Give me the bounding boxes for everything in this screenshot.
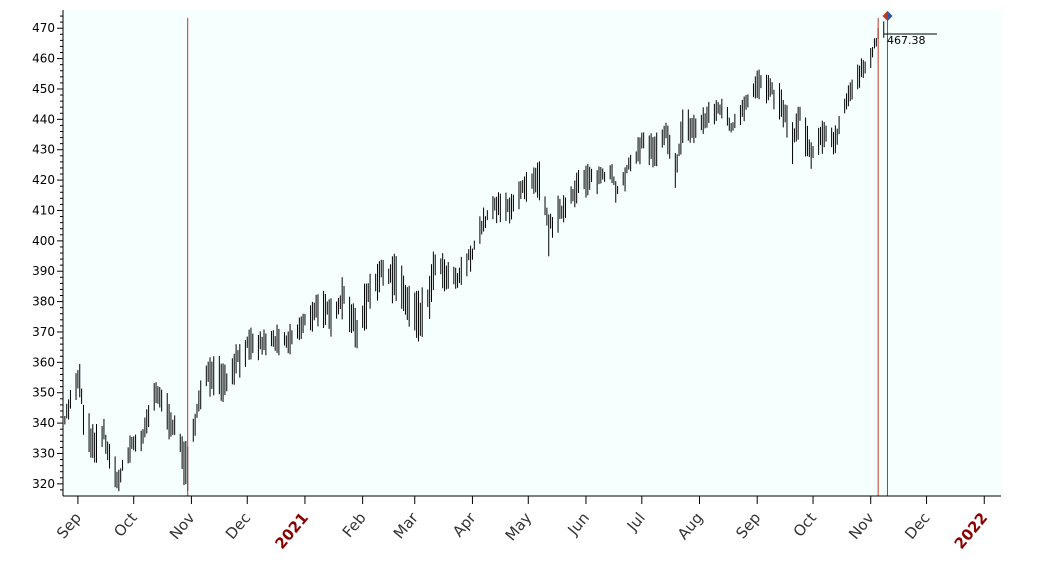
y-tick-label: 320 (32, 477, 55, 491)
y-tick-label: 350 (32, 386, 55, 400)
x-tick-label-month: Jun (564, 509, 593, 539)
y-tick-label: 430 (32, 143, 55, 157)
x-tick-label-year: 2021 (271, 509, 312, 553)
x-tick-label-month: May (502, 509, 536, 544)
y-tick-label: 330 (32, 446, 55, 460)
vertical-markers (187, 18, 888, 496)
y-axis: 320 330 340 350 360 370 380 390 400 410 420 430 440 4… (32, 15, 63, 491)
last-price-indicator: 467.38 (882, 11, 937, 47)
x-axis: Sep Oct Nov Dec 2021 Feb Mar Apr May Jun Jul Aug Sep… (53, 496, 991, 553)
x-tick-label-month: Dec (222, 509, 254, 543)
x-tick-label-year: 2022 (951, 509, 992, 553)
x-tick-label-month: Sep (53, 509, 85, 542)
y-tick-label: 410 (32, 203, 55, 217)
x-tick-label-month: Oct (110, 509, 141, 541)
y-tick-label: 380 (32, 295, 55, 309)
y-tick-label: 470 (32, 21, 55, 35)
y-tick-label: 420 (32, 173, 55, 187)
y-tick-label: 460 (32, 52, 55, 66)
y-tick-label: 400 (32, 234, 55, 248)
x-tick-label-month: Sep (732, 509, 764, 542)
x-tick-label-month: Jul (623, 509, 649, 535)
x-tick-label-month: Dec (901, 509, 933, 543)
x-tick-label-month: Aug (674, 509, 707, 543)
x-tick-label-month: Mar (390, 508, 423, 542)
plot-background (63, 10, 1001, 496)
x-tick-label-month: Nov (845, 509, 878, 543)
last-price-label: 467.38 (887, 34, 926, 47)
price-bars (62, 21, 885, 492)
y-tick-label: 450 (32, 82, 55, 96)
x-tick-label-month: Nov (166, 509, 199, 543)
x-tick-label-month: Apr (449, 508, 480, 540)
y-tick-label: 360 (32, 355, 55, 369)
y-tick-label: 440 (32, 112, 55, 126)
y-tick-label: 340 (32, 416, 55, 430)
x-tick-label-month: Feb (339, 509, 370, 541)
x-tick-label-month: Oct (790, 509, 821, 541)
y-tick-label: 390 (32, 264, 55, 278)
last-price-diamond-half (887, 11, 893, 21)
y-tick-label: 370 (32, 325, 55, 339)
